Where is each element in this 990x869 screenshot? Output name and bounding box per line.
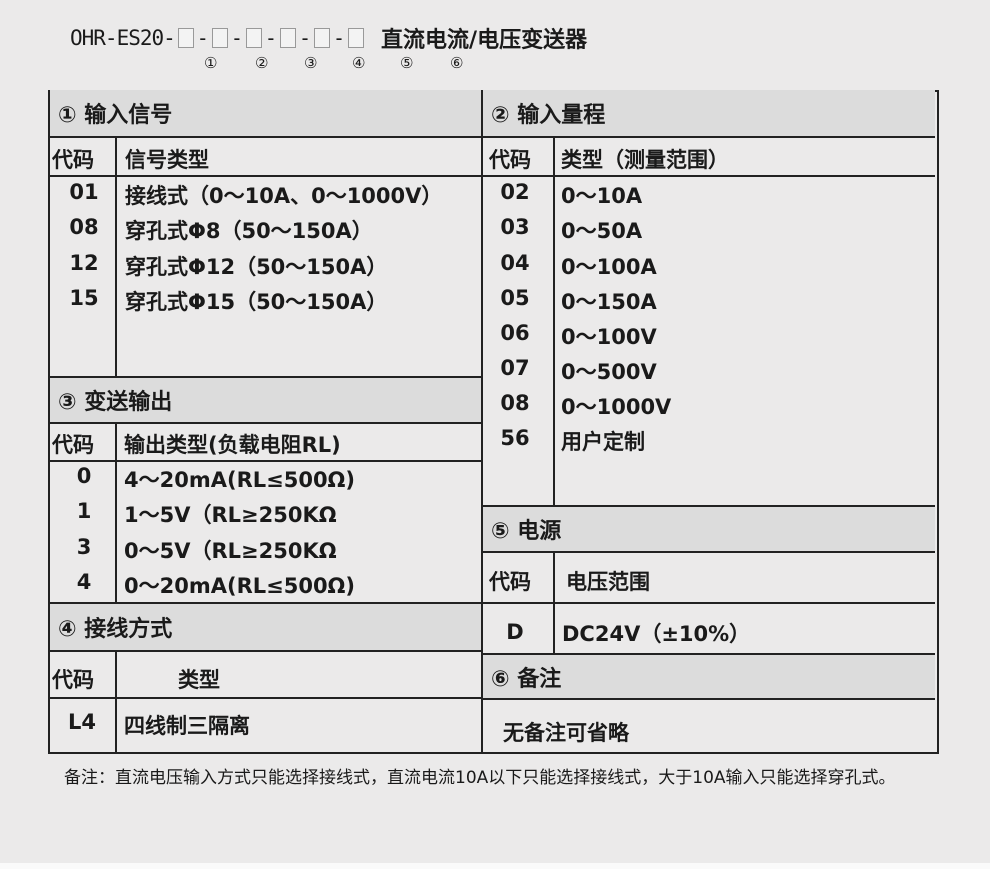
col-code: 代码 [489, 570, 531, 594]
row-code: 4 [76, 570, 92, 594]
col-code: 代码 [52, 433, 94, 457]
slot-number: ⑤ [400, 54, 414, 72]
bottom-strip [0, 863, 990, 869]
slot-number: ③ [304, 54, 318, 72]
remarks-text: 无备注可省略 [503, 721, 629, 745]
col-code: 代码 [52, 668, 94, 692]
row-type: 0～500V [561, 360, 657, 384]
row-code: 06 [500, 321, 530, 345]
divider [115, 424, 117, 602]
divider [553, 138, 555, 505]
row-code: L4 [68, 710, 96, 734]
input-range-header: ② 输入量程 [483, 90, 935, 138]
divider [481, 90, 483, 752]
divider [50, 175, 935, 177]
col-type: 输出类型(负载电阻RL) [124, 433, 341, 457]
row-type: 1～5V（RL≥250KΩ [124, 503, 337, 527]
slot-number: ① [204, 54, 218, 72]
row-code: 07 [500, 356, 530, 380]
row-type: 接线式（0～10A、0～1000V） [125, 184, 443, 208]
row-type: 四线制三隔离 [124, 714, 250, 738]
slot-box-1 [177, 28, 194, 48]
remarks-header: ⑥ 备注 [483, 653, 935, 700]
row-code: 1 [76, 499, 92, 523]
footnote: 备注：直流电压输入方式只能选择接线式，直流电流10A以下只能选择接线式，大于10… [64, 768, 896, 788]
row-type: 0～50A [561, 219, 643, 243]
wiring-header: ④ 接线方式 [50, 602, 481, 652]
row-type: 0～150A [561, 290, 657, 314]
title-row: OHR-ES20- - - - - - 直流电流/电压变送器 [70, 22, 587, 54]
row-type: 0～5V（RL≥250KΩ [124, 539, 337, 563]
row-type: 0～100V [561, 325, 657, 349]
slot-box-2 [211, 28, 228, 48]
row-type: 0～20mA(RL≤500Ω) [124, 574, 355, 598]
input-signal-header: ① 输入信号 [50, 90, 481, 138]
row-type: 0～10A [561, 184, 643, 208]
row-code: 0 [76, 464, 92, 488]
row-type: DC24V（±10%） [562, 622, 751, 646]
product-title: 直流电流/电压变送器 [381, 28, 588, 53]
power-header: ⑤ 电源 [483, 505, 935, 553]
col-code: 代码 [52, 148, 94, 172]
slot-box-6 [348, 28, 365, 48]
row-code: 08 [69, 215, 99, 239]
row-code: D [506, 620, 524, 644]
col-type: 类型（测量范围） [561, 148, 729, 172]
divider [50, 460, 481, 462]
slot-number: ② [255, 54, 269, 72]
divider [483, 602, 935, 604]
col-type: 信号类型 [125, 148, 209, 172]
divider [115, 138, 117, 376]
row-type: 穿孔式Φ15（50～150A） [125, 290, 388, 314]
slot-box-3 [245, 28, 262, 48]
divider [115, 652, 117, 752]
row-code: 04 [500, 251, 530, 275]
row-type: 0～1000V [561, 395, 672, 419]
row-code: 56 [500, 426, 530, 450]
divider [50, 697, 481, 699]
row-type: 用户定制 [561, 430, 645, 454]
output-header: ③ 变送输出 [50, 376, 481, 424]
row-type: 4～20mA(RL≤500Ω) [124, 468, 355, 492]
row-code: 02 [500, 180, 530, 204]
model-prefix: OHR-ES20- [70, 26, 176, 50]
col-code: 代码 [489, 148, 531, 172]
col-type: 电压范围 [566, 570, 650, 594]
row-code: 03 [500, 215, 530, 239]
row-code: 05 [500, 286, 530, 310]
divider [553, 553, 555, 653]
row-type: 穿孔式Φ8（50～150A） [125, 219, 373, 243]
row-code: 08 [500, 391, 530, 415]
row-code: 01 [69, 180, 99, 204]
row-code: 15 [69, 286, 99, 310]
col-type: 类型 [178, 668, 220, 692]
slot-number: ⑥ [450, 54, 464, 72]
row-code: 12 [69, 251, 99, 275]
slot-box-5 [313, 28, 330, 48]
slot-number: ④ [352, 54, 366, 72]
row-type: 0～100A [561, 255, 657, 279]
slot-box-4 [279, 28, 296, 48]
row-code: 3 [76, 535, 92, 559]
row-type: 穿孔式Φ12（50～150A） [125, 255, 388, 279]
